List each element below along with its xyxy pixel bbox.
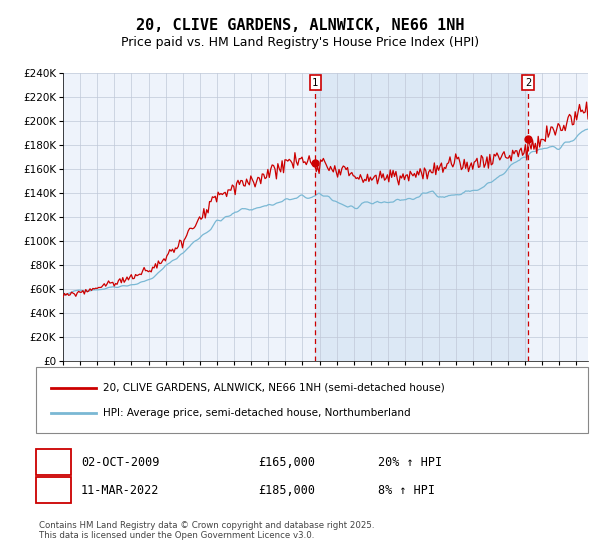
- Text: £165,000: £165,000: [258, 455, 315, 469]
- Text: 02-OCT-2009: 02-OCT-2009: [81, 455, 160, 469]
- Text: Price paid vs. HM Land Registry's House Price Index (HPI): Price paid vs. HM Land Registry's House …: [121, 36, 479, 49]
- Text: 20, CLIVE GARDENS, ALNWICK, NE66 1NH (semi-detached house): 20, CLIVE GARDENS, ALNWICK, NE66 1NH (se…: [103, 382, 445, 393]
- Text: 20% ↑ HPI: 20% ↑ HPI: [378, 455, 442, 469]
- Text: HPI: Average price, semi-detached house, Northumberland: HPI: Average price, semi-detached house,…: [103, 408, 411, 418]
- Text: £185,000: £185,000: [258, 483, 315, 497]
- Text: 2: 2: [50, 483, 57, 497]
- Text: Contains HM Land Registry data © Crown copyright and database right 2025.
This d: Contains HM Land Registry data © Crown c…: [39, 521, 374, 540]
- Text: 20, CLIVE GARDENS, ALNWICK, NE66 1NH: 20, CLIVE GARDENS, ALNWICK, NE66 1NH: [136, 18, 464, 33]
- Text: 8% ↑ HPI: 8% ↑ HPI: [378, 483, 435, 497]
- Bar: [315, 73, 528, 361]
- Text: 1: 1: [50, 455, 57, 469]
- Text: 1: 1: [312, 78, 319, 87]
- Text: 2: 2: [525, 78, 531, 87]
- Text: 11-MAR-2022: 11-MAR-2022: [81, 483, 160, 497]
